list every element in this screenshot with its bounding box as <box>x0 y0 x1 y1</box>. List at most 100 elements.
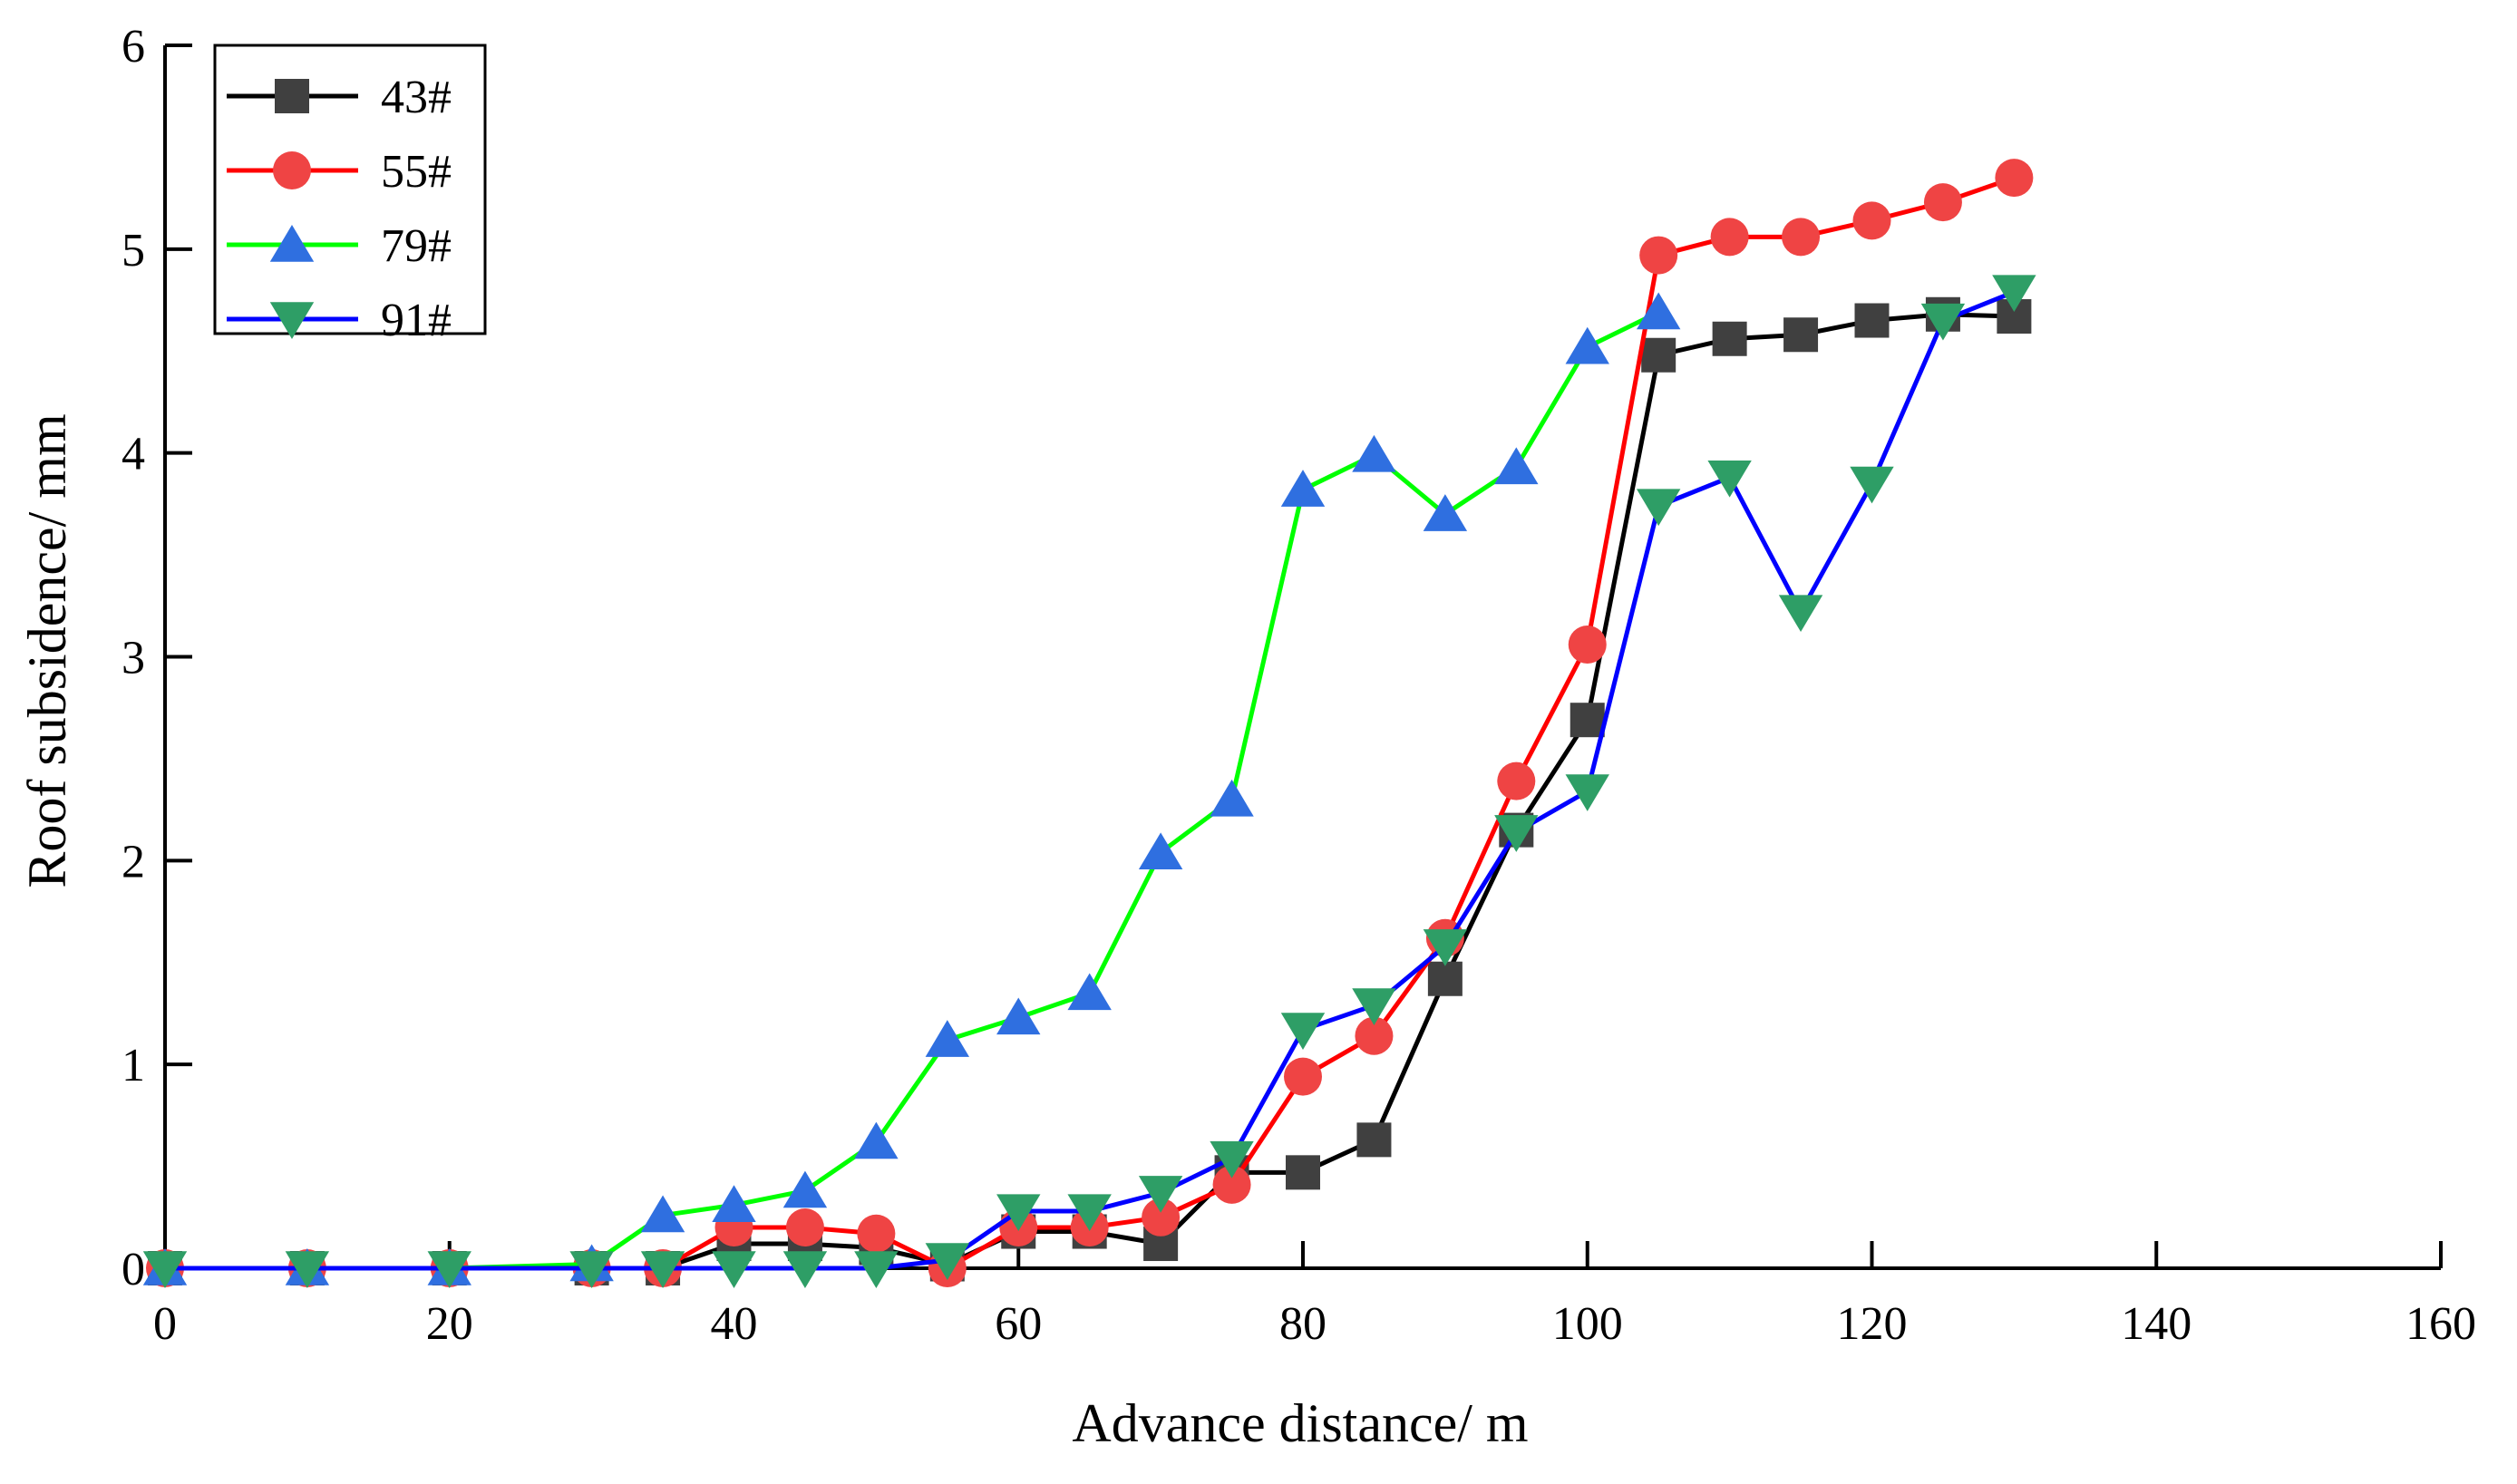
legend: 43# 55# 79# 91# <box>213 44 487 346</box>
data-point <box>1352 434 1396 472</box>
data-point <box>1494 447 1539 485</box>
y-tick-label: 5 <box>121 225 145 276</box>
data-point <box>1568 626 1607 664</box>
data-point <box>925 1243 970 1281</box>
data-point <box>1636 292 1681 330</box>
data-point <box>1067 1194 1112 1232</box>
data-point <box>1995 159 2034 198</box>
x-tick-label: 40 <box>711 1298 758 1350</box>
x-tick-label: 120 <box>1837 1298 1908 1350</box>
series-43 <box>148 296 2032 1285</box>
series-line-91 <box>165 289 2016 1271</box>
y-tick-label: 1 <box>121 1040 145 1091</box>
data-point <box>1782 218 1821 257</box>
legend-label: 79# <box>381 220 452 272</box>
data-point <box>1280 470 1326 507</box>
data-point <box>1778 595 1823 633</box>
x-tick-label: 160 <box>2405 1298 2476 1350</box>
data-point <box>1854 303 1890 338</box>
data-point <box>1352 988 1396 1025</box>
legend-item-79: 79# <box>227 220 452 272</box>
data-point <box>712 1185 756 1223</box>
data-point <box>427 1251 471 1288</box>
data-point <box>640 1195 685 1233</box>
y-tick-label: 6 <box>121 21 145 73</box>
data-point <box>1639 236 1678 275</box>
data-point <box>996 1194 1041 1232</box>
data-point <box>1920 303 1966 341</box>
x-tick-label: 140 <box>2121 1298 2191 1350</box>
data-point <box>854 1251 899 1288</box>
data-point <box>285 1251 330 1288</box>
legend-marker <box>273 151 311 189</box>
series-79 <box>142 292 1681 1285</box>
data-point <box>1565 326 1609 364</box>
legend-label: 55# <box>381 146 452 198</box>
data-point <box>854 1121 899 1159</box>
data-point <box>1356 1122 1392 1158</box>
y-tick-label: 4 <box>121 429 145 480</box>
data-point <box>1280 1013 1326 1050</box>
data-point <box>1142 1198 1181 1237</box>
y-tick-label: 2 <box>121 836 145 887</box>
series-line-43 <box>165 312 2015 1271</box>
data-point <box>782 1251 828 1288</box>
x-tick-label: 20 <box>426 1298 473 1350</box>
x-tick-label: 100 <box>1552 1298 1623 1350</box>
legend-item-43: 43# <box>227 72 452 123</box>
data-point <box>1427 961 1463 996</box>
data-point <box>569 1251 614 1288</box>
data-point <box>1565 774 1609 811</box>
data-point <box>640 1251 685 1288</box>
data-point <box>1138 1176 1183 1213</box>
series <box>142 159 2036 1288</box>
data-point <box>1423 929 1468 966</box>
x-tick-label: 0 <box>153 1298 177 1350</box>
data-point <box>1494 815 1539 852</box>
data-point <box>1067 973 1112 1011</box>
data-point <box>1286 1155 1320 1190</box>
data-point <box>1210 1140 1254 1178</box>
legend-marker <box>269 225 315 262</box>
data-point <box>1992 275 2036 313</box>
data-point <box>1641 337 1676 373</box>
data-point <box>1210 779 1254 817</box>
data-point <box>996 997 1041 1035</box>
data-point <box>1712 321 1747 356</box>
data-point <box>1284 1057 1322 1096</box>
data-point <box>1497 761 1536 800</box>
series-91 <box>142 275 2036 1288</box>
data-point <box>1923 183 1962 222</box>
x-tick-label: 60 <box>995 1298 1042 1350</box>
data-point <box>142 1251 188 1288</box>
legend-label: 91# <box>381 295 452 346</box>
legend-box <box>213 44 487 335</box>
legend-marker <box>269 302 315 339</box>
data-point <box>785 1208 824 1247</box>
data-point <box>1707 460 1752 498</box>
series-line-79 <box>165 310 1660 1271</box>
data-point <box>1569 703 1605 738</box>
x-axis-ticks: 0 20 40 60 80 100 120 140 160 <box>153 1241 2476 1350</box>
data-point <box>782 1170 828 1208</box>
x-axis-title: Advance distance/ m <box>1072 1393 1528 1453</box>
data-point <box>1783 317 1819 353</box>
legend-label: 43# <box>381 72 452 123</box>
data-point <box>1852 201 1891 240</box>
legend-item-55: 55# <box>227 146 452 198</box>
y-tick-label: 0 <box>121 1244 145 1295</box>
data-point <box>1636 489 1681 527</box>
data-point <box>857 1214 896 1253</box>
x-tick-label: 80 <box>1279 1298 1327 1350</box>
legend-item-91: 91# <box>227 295 452 346</box>
data-point <box>1710 218 1749 257</box>
data-point <box>712 1251 756 1288</box>
legend-marker <box>275 79 309 113</box>
data-point <box>1423 494 1468 531</box>
y-axis-ticks: 0 1 2 3 4 5 6 <box>121 21 192 1295</box>
data-point <box>1212 1165 1251 1204</box>
data-point <box>1138 832 1183 870</box>
data-point <box>1355 1016 1394 1055</box>
y-axis-title: Roof subsidence/ mm <box>17 413 77 887</box>
